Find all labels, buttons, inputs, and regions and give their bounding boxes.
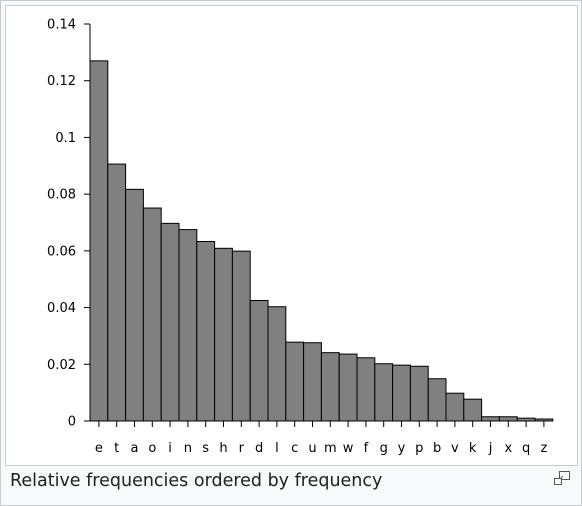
x-tick-label-c: c bbox=[291, 441, 298, 456]
x-tick-label-v: v bbox=[451, 441, 459, 456]
bar-d bbox=[249, 299, 269, 422]
bar-v bbox=[445, 392, 465, 422]
x-tick-label-a: a bbox=[131, 441, 139, 456]
y-tick-label: 0.12 bbox=[47, 74, 76, 89]
x-tick-label-e: e bbox=[95, 441, 103, 456]
bar-i bbox=[160, 222, 180, 422]
x-tick-label-b: b bbox=[433, 441, 441, 456]
x-tick-label-z: z bbox=[540, 441, 547, 456]
y-tick-label: 0.14 bbox=[47, 18, 76, 33]
figure-caption: Relative frequencies ordered by frequenc… bbox=[10, 471, 383, 491]
bar-s bbox=[196, 241, 216, 422]
x-tick-label-p: p bbox=[415, 441, 423, 456]
bar-y bbox=[392, 364, 411, 422]
bar-a bbox=[125, 188, 144, 422]
bar-x bbox=[498, 416, 518, 422]
chart-image[interactable]: 0 0.02 0.04 0.06 0.08 0.1 0.12 0.14 e t a o i n s h r d l c… bbox=[5, 5, 578, 466]
x-tick-label-m: m bbox=[324, 441, 337, 456]
bar-w bbox=[338, 353, 358, 422]
x-tick-label-s: s bbox=[202, 441, 209, 456]
bar-n bbox=[178, 229, 198, 422]
x-tick-label-g: g bbox=[380, 441, 388, 456]
bar-g bbox=[374, 363, 394, 422]
x-tick-label-h: h bbox=[219, 441, 227, 456]
x-tick-label-j: j bbox=[488, 441, 493, 456]
x-tick-label-i: i bbox=[168, 441, 172, 456]
x-tick-label-t: t bbox=[114, 441, 119, 456]
bar-e bbox=[89, 60, 109, 422]
bar-h bbox=[214, 247, 233, 422]
bar-p bbox=[409, 365, 429, 422]
y-tick-label: 0 bbox=[68, 415, 76, 430]
bar-m bbox=[320, 352, 340, 422]
bar-t bbox=[107, 163, 127, 422]
bar-b bbox=[427, 378, 447, 422]
bar-f bbox=[356, 357, 376, 422]
bar-u bbox=[303, 342, 322, 422]
x-tick-label-f: f bbox=[364, 441, 369, 456]
y-tick-label: 0.04 bbox=[47, 301, 76, 316]
bar-c bbox=[285, 341, 305, 422]
x-tick-label-l: l bbox=[275, 441, 279, 456]
bar-j bbox=[481, 416, 500, 422]
x-tick-label-w: w bbox=[343, 441, 354, 456]
x-tick-label-o: o bbox=[148, 441, 156, 456]
x-tick-label-k: k bbox=[469, 441, 477, 456]
bar-l bbox=[267, 306, 287, 422]
y-tick-label: 0.1 bbox=[55, 131, 76, 146]
y-tick-label: 0.08 bbox=[47, 188, 76, 203]
x-tick-label-q: q bbox=[522, 441, 530, 456]
bar-o bbox=[142, 207, 162, 422]
x-tick-label-d: d bbox=[255, 441, 263, 456]
x-tick-label-y: y bbox=[398, 441, 406, 456]
y-tick-label: 0.06 bbox=[47, 244, 76, 259]
magnify-clip-icon[interactable] bbox=[554, 470, 570, 485]
bar-chart: 0 0.02 0.04 0.06 0.08 0.1 0.12 0.14 e t a o i n s h r d l c… bbox=[47, 18, 554, 456]
x-tick-label-n: n bbox=[184, 441, 192, 456]
x-tick-label-r: r bbox=[239, 441, 245, 456]
bar-k bbox=[463, 398, 483, 422]
bar-r bbox=[231, 250, 251, 422]
x-tick-label-u: u bbox=[308, 441, 316, 456]
y-tick-label: 0.02 bbox=[47, 358, 76, 373]
x-tick-label-x: x bbox=[504, 441, 512, 456]
